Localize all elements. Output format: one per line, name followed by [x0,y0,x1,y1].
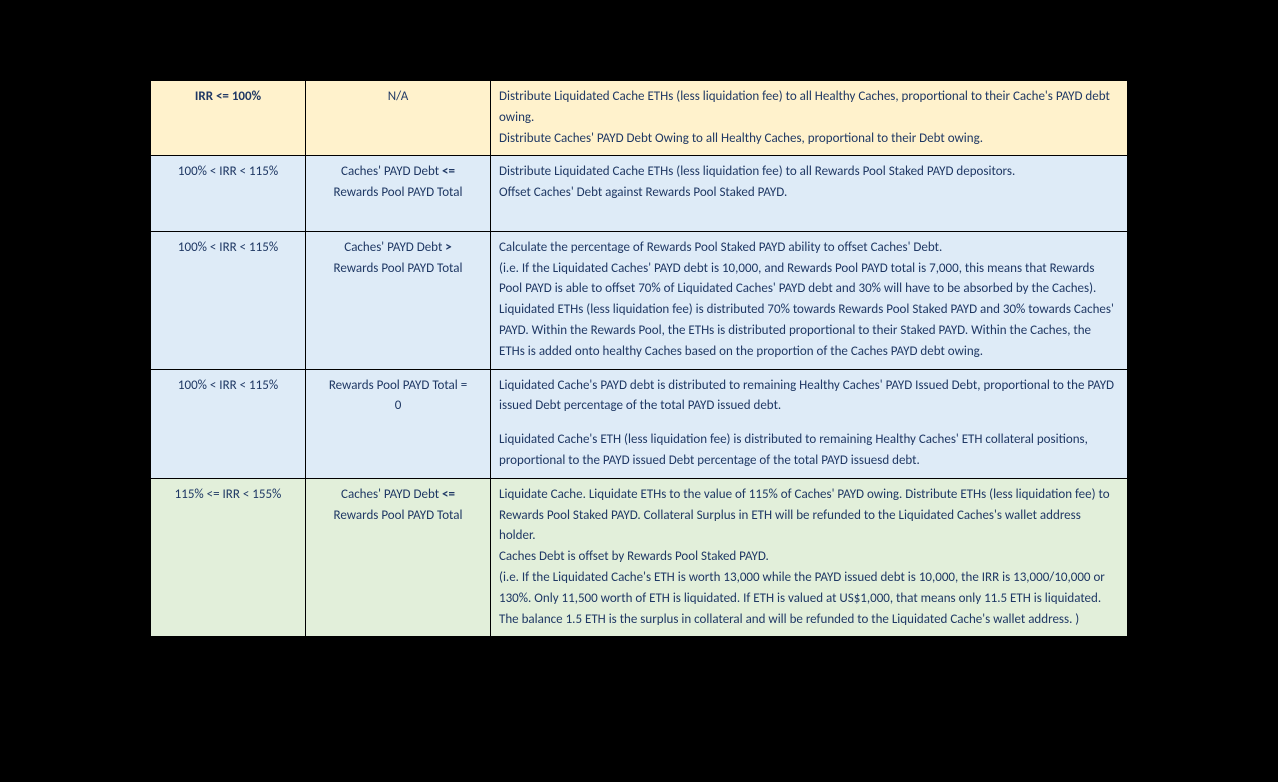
condition-cell: Caches' PAYD Debt > Rewards Pool PAYD To… [306,231,491,369]
desc-line: (i.e. If the Liquidated Caches' PAYD deb… [499,259,1119,301]
table-row: 100% < IRR < 115% Rewards Pool PAYD Tota… [151,369,1128,478]
description-cell: Distribute Liquidated Cache ETHs (less l… [491,156,1128,231]
desc-line: Distribute Liquidated Cache ETHs (less l… [499,162,1119,183]
table-container: IRR <= 100% N/A Distribute Liquidated Ca… [0,0,1278,717]
irr-cell: 115% <= IRR < 155% [151,478,306,637]
desc-line: Distribute Caches' PAYD Debt Owing to al… [499,129,1119,150]
desc-line: Offset Caches' Debt against Rewards Pool… [499,183,1119,204]
irr-cell: 100% < IRR < 115% [151,231,306,369]
cond-line: Caches' PAYD Debt <= [341,487,455,502]
cond-line: Rewards Pool PAYD Total [334,508,463,523]
condition-cell: Caches' PAYD Debt <= Rewards Pool PAYD T… [306,478,491,637]
irr-cell: 100% < IRR < 115% [151,369,306,478]
description-cell: Distribute Liquidated Cache ETHs (less l… [491,81,1128,156]
description-cell: Liquidated Cache's PAYD debt is distribu… [491,369,1128,478]
description-cell: Liquidate Cache. Liquidate ETHs to the v… [491,478,1128,637]
condition-cell: Rewards Pool PAYD Total = 0 [306,369,491,478]
desc-line: Calculate the percentage of Rewards Pool… [499,238,1119,259]
irr-value: 100% [232,89,261,104]
cond-line: Caches' PAYD Debt <= [341,164,455,179]
desc-line: Liquidate Cache. Liquidate ETHs to the v… [499,485,1119,547]
cond-line: Rewards Pool PAYD Total [334,261,463,276]
irr-cell: 100% < IRR < 115% [151,156,306,231]
desc-line: Liquidated ETHs (less liquidation fee) i… [499,300,1119,362]
desc-line: Liquidated Cache's PAYD debt is distribu… [499,376,1119,418]
table-row: 100% < IRR < 115% Caches' PAYD Debt <= R… [151,156,1128,231]
desc-line: Distribute Liquidated Cache ETHs (less l… [499,87,1119,129]
table-row: IRR <= 100% N/A Distribute Liquidated Ca… [151,81,1128,156]
liquidation-table: IRR <= 100% N/A Distribute Liquidated Ca… [150,80,1128,637]
cond-line: Rewards Pool PAYD Total [334,185,463,200]
table-row: 100% < IRR < 115% Caches' PAYD Debt > Re… [151,231,1128,369]
desc-line: Caches Debt is offset by Rewards Pool St… [499,547,1119,568]
condition-cell: N/A [306,81,491,156]
cond-line: Caches' PAYD Debt > [344,240,451,255]
table-row: 115% <= IRR < 155% Caches' PAYD Debt <= … [151,478,1128,637]
irr-cell: IRR <= 100% [151,81,306,156]
description-cell: Calculate the percentage of Rewards Pool… [491,231,1128,369]
desc-line: Liquidated Cache's ETH (less liquidation… [499,430,1119,472]
condition-cell: Caches' PAYD Debt <= Rewards Pool PAYD T… [306,156,491,231]
desc-line: (i.e. If the Liquidated Cache's ETH is w… [499,568,1119,630]
cond-line: Rewards Pool PAYD Total = [329,378,467,393]
cond-line: 0 [395,398,402,413]
irr-prefix: IRR <= [195,89,232,104]
